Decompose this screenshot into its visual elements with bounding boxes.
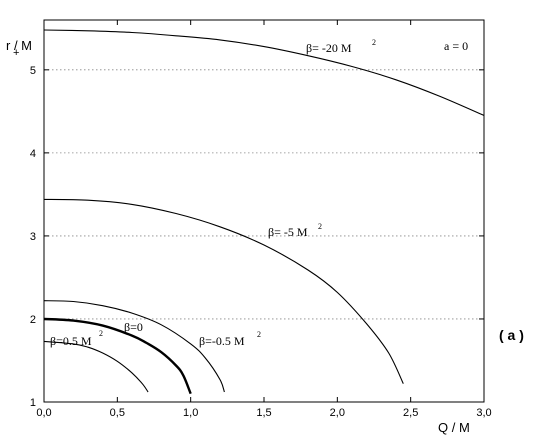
- grid-lines: [44, 69, 484, 320]
- series-label-beta-0: β=0: [124, 320, 143, 334]
- series-line-2: [43, 300, 225, 393]
- svg-text:β= -20 M: β= -20 M: [306, 41, 352, 55]
- x-tick-label: 0,5: [110, 407, 125, 419]
- svg-text:2: 2: [99, 329, 103, 338]
- axis-ticks: 1 2 3 4 5 0,0 0,5 1,0 1,5 2,0 2,5 3,0: [30, 20, 492, 419]
- svg-text:β=0: β=0: [124, 320, 143, 334]
- plot-frame: [43, 19, 485, 403]
- series-line-3: [43, 317, 192, 395]
- y-tick-label: 4: [30, 148, 36, 160]
- y-tick-label: 2: [30, 314, 36, 326]
- series-line-0: [43, 29, 485, 117]
- y-axis-label-subscript: +: [13, 47, 19, 59]
- x-tick-label: 1,5: [256, 407, 271, 419]
- svg-text:β= -5 M: β= -5 M: [268, 225, 308, 239]
- y-tick-label: 3: [30, 231, 36, 243]
- series-label-beta-minus-20: β= -20 M 2: [306, 38, 376, 55]
- series-label-beta-minus-5: β= -5 M 2: [268, 222, 322, 239]
- panel-label: ( a ): [499, 327, 524, 343]
- y-tick-label: 1: [30, 397, 36, 409]
- y-tick-label: 5: [30, 65, 36, 77]
- x-tick-label: 1,0: [183, 407, 198, 419]
- svg-text:2: 2: [372, 38, 376, 47]
- x-axis-label: Q / M: [438, 420, 470, 435]
- y-axis-label: r / M: [6, 38, 32, 53]
- series-line-4: [43, 340, 149, 393]
- x-tick-label: 2,5: [403, 407, 418, 419]
- svg-text:2: 2: [318, 222, 322, 231]
- series-label-beta-minus-0-5: β=-0.5 M 2: [199, 330, 261, 348]
- x-tick-label: 2,0: [330, 407, 345, 419]
- x-tick-label: 3,0: [476, 407, 491, 419]
- x-tick-label: 0,0: [36, 407, 51, 419]
- param-label: a = 0: [444, 39, 468, 53]
- series-line-1: [43, 198, 404, 384]
- svg-text:β=0.5 M: β=0.5 M: [50, 334, 92, 348]
- svg-text:β=-0.5 M: β=-0.5 M: [199, 334, 245, 348]
- svg-text:2: 2: [257, 330, 261, 339]
- series-group: [43, 29, 485, 395]
- series-label-beta-0-5: β=0.5 M 2: [50, 329, 103, 348]
